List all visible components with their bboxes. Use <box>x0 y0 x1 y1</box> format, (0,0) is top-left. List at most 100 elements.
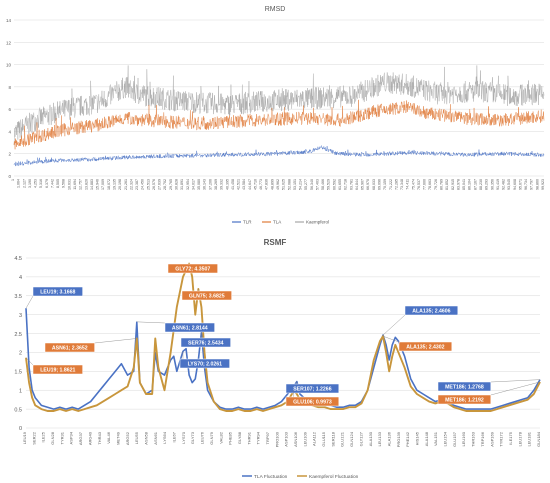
annotation-box <box>285 383 340 394</box>
x-tick-label: 65,907 <box>361 179 365 190</box>
y-tick-label: 2.5 <box>14 332 22 338</box>
annotation-leader <box>94 338 137 344</box>
x-tick-label: LEU133 <box>377 431 382 446</box>
y-tick-label: 8 <box>8 85 11 90</box>
legend-label: TLR <box>243 220 252 225</box>
annotation-box <box>404 305 459 316</box>
x-tick-label: 1 <box>11 179 15 181</box>
x-tick-label: 77,600 <box>423 179 427 190</box>
y-tick-label: 3 <box>19 313 22 319</box>
x-tick-label: THR163 <box>471 431 476 447</box>
annotation-label: GLY72; 4.3507 <box>175 266 210 272</box>
x-tick-label: ALA136 <box>386 431 391 446</box>
x-tick-label: 1,064 <box>17 179 21 188</box>
x-tick-label: 91,419 <box>496 179 500 190</box>
x-tick-label: GLN79 <box>209 431 214 444</box>
x-tick-label: VAL151 <box>433 431 438 446</box>
series-line-tla <box>13 99 545 150</box>
x-tick-label: GLN28 <box>50 431 55 444</box>
x-tick-label: 98,860 <box>535 179 539 190</box>
y-tick-label: 6 <box>8 107 11 112</box>
x-tick-label: 46,773 <box>259 179 263 190</box>
x-tick-label: 40,395 <box>225 179 229 190</box>
x-tick-label: 38,269 <box>214 179 218 190</box>
x-tick-label: 86,104 <box>468 179 472 190</box>
x-tick-label: GLN124 <box>349 431 354 447</box>
annotation-label: ASN61; 2.3652 <box>52 345 88 351</box>
x-tick-label: 56,340 <box>310 179 314 190</box>
x-tick-label: LEU19 <box>22 431 27 444</box>
annotation-label: GLN75; 3.6825 <box>189 293 225 299</box>
y-tick-label: 0 <box>8 174 11 179</box>
annotation-box <box>44 342 95 353</box>
annotation-label: GLU106; 0.9973 <box>293 399 332 405</box>
x-tick-label: 63,781 <box>349 179 353 190</box>
annotation-box <box>167 263 218 274</box>
x-tick-label: 39,332 <box>220 179 224 190</box>
x-tick-label: 80,789 <box>440 179 444 190</box>
series-line-kaempferol <box>13 65 545 145</box>
x-tick-label: 18,072 <box>107 179 111 190</box>
annotation-label: LYS70; 2.0261 <box>188 361 223 367</box>
annotation-box <box>179 358 230 369</box>
x-tick-label: 5,316 <box>39 179 43 188</box>
x-tick-label: THR43 <box>97 431 102 444</box>
x-tick-label: PHE142 <box>405 431 410 447</box>
y-tick-label: 12 <box>6 40 12 45</box>
x-tick-label: 71,222 <box>389 179 393 190</box>
x-tick-label: GLY73 <box>190 431 195 444</box>
x-tick-label: VAL82 <box>218 431 223 443</box>
x-tick-label: ASN58 <box>143 431 148 444</box>
x-tick-label: 21,261 <box>124 179 128 190</box>
x-tick-label: SER118 <box>330 431 335 446</box>
x-tick-label: 88,230 <box>479 179 483 190</box>
legend-label: Kaempferol <box>306 220 329 225</box>
x-tick-label: 45,710 <box>253 179 257 190</box>
y-tick-label: 1 <box>19 388 22 394</box>
y-tick-label: 4 <box>8 129 11 134</box>
y-tick-label: 1.5 <box>14 370 22 376</box>
x-tick-label: 76,537 <box>417 179 421 190</box>
x-tick-label: 29,765 <box>169 179 173 190</box>
x-tick-label: ASN106 <box>293 431 298 447</box>
x-tick-label: 54,214 <box>299 179 303 190</box>
annotation-box <box>32 286 83 297</box>
annotation-label: SER107; 1.2266 <box>293 386 331 392</box>
x-tick-label: 78,663 <box>428 179 432 190</box>
x-tick-label: SER22 <box>31 431 36 444</box>
x-tick-label: TRP166 <box>480 431 485 446</box>
x-tick-label: TYR94 <box>256 431 261 444</box>
x-tick-label: ILE25 <box>41 431 46 442</box>
x-tick-label: 19,135 <box>112 179 116 190</box>
x-tick-label: 51,025 <box>282 179 286 190</box>
x-tick-label: 36,143 <box>203 179 207 190</box>
x-tick-label: 69,096 <box>377 179 381 190</box>
x-tick-label: 31,891 <box>180 179 184 190</box>
x-tick-label: 3,190 <box>28 179 32 188</box>
annotation-leader <box>25 357 34 366</box>
annotation-label: MET186; 1.2192 <box>445 397 484 403</box>
x-tick-label: 66,970 <box>366 179 370 190</box>
x-tick-label: 30,828 <box>175 179 179 190</box>
annotation-label: LEU19; 1.8621 <box>40 367 75 373</box>
y-tick-label: 2 <box>19 351 22 357</box>
x-tick-label: 94,608 <box>513 179 517 190</box>
y-tick-label: 4 <box>19 275 22 281</box>
annotation-leader <box>25 295 34 309</box>
x-tick-label: GLY127 <box>358 431 363 446</box>
x-tick-label: 41,458 <box>231 179 235 190</box>
x-tick-label: 81,852 <box>445 179 449 190</box>
x-tick-label: 62,718 <box>344 179 348 190</box>
x-tick-label: 89,293 <box>485 179 489 190</box>
x-tick-label: 96,734 <box>524 179 528 190</box>
x-tick-label: 52,088 <box>287 179 291 190</box>
x-tick-label: 83,978 <box>456 179 460 190</box>
annotation-leader <box>490 381 541 396</box>
x-tick-label: 4,253 <box>34 179 38 188</box>
x-tick-label: 95,671 <box>518 179 522 190</box>
x-tick-label: LEU55 <box>134 431 139 444</box>
x-tick-label: PHE85 <box>228 431 233 444</box>
x-tick-label: HIS145 <box>415 431 420 445</box>
x-tick-label: 42,521 <box>237 179 241 190</box>
